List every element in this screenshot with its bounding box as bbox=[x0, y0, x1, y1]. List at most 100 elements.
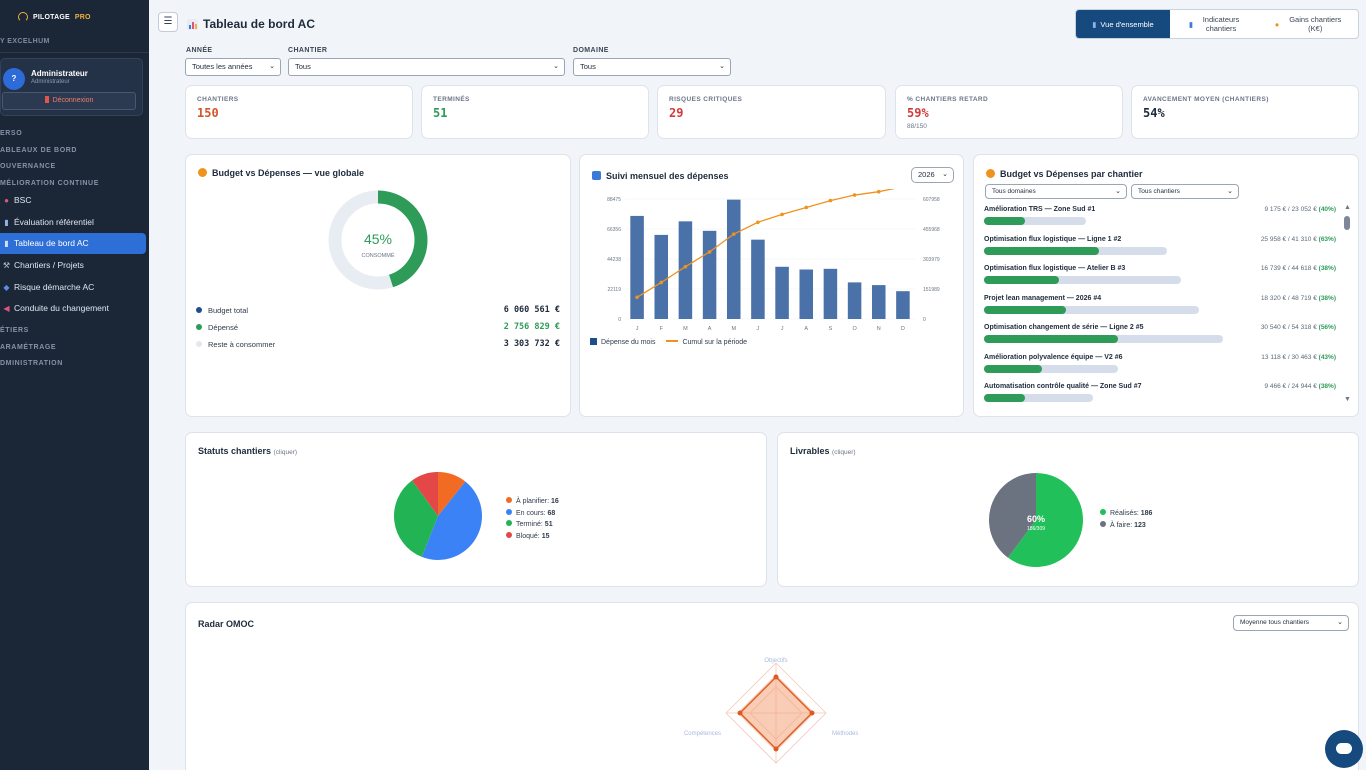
legend-item[interactable]: Réalisés: 186 bbox=[1100, 509, 1152, 517]
tab-indicateurs[interactable]: ▮ Indicateurs chantiers bbox=[1170, 10, 1264, 38]
scrollbar[interactable]: ▲ ▼ bbox=[1344, 204, 1351, 404]
legend-item[interactable]: Terminé: 51 bbox=[506, 520, 553, 528]
kpi-retard[interactable]: % CHANTIERS RETARD 59% 88/150 bbox=[895, 85, 1123, 139]
chantier-select[interactable]: Tous ⌄ bbox=[288, 58, 565, 76]
nav-section-tableaux[interactable]: ABLEAUX DE BORD bbox=[0, 147, 78, 154]
domaine-select[interactable]: Tous ⌄ bbox=[573, 58, 731, 76]
app-logo[interactable]: PILOTAGE PRO bbox=[18, 12, 91, 22]
tab-gains[interactable]: ● Gains chantiers (K€) bbox=[1264, 10, 1358, 38]
pie-slice[interactable] bbox=[989, 473, 1036, 558]
sidebar-item-evaluation[interactable]: ▮ Évaluation référentiel bbox=[0, 212, 146, 233]
legend-value: 15 bbox=[541, 532, 550, 540]
logout-button[interactable]: Déconnexion bbox=[2, 92, 136, 110]
annee-select[interactable]: Toutes les années ⌄ bbox=[185, 58, 281, 76]
tab-label: Indicateurs chantiers bbox=[1202, 15, 1240, 33]
legend-item[interactable]: Bloqué: 15 bbox=[506, 531, 550, 540]
logo-pro: PRO bbox=[74, 13, 91, 21]
sidebar-item-bsc[interactable]: ● BSC bbox=[0, 190, 146, 211]
legend-label: Terminé: bbox=[516, 521, 543, 528]
menu-toggle-button[interactable]: ☰ bbox=[158, 12, 178, 32]
y-tick-left: 66356 bbox=[607, 227, 621, 233]
chantier-filter-select[interactable]: Tous chantiers ⌄ bbox=[1131, 184, 1239, 199]
pie-slice[interactable] bbox=[438, 472, 466, 516]
chat-button[interactable] bbox=[1325, 730, 1363, 768]
chevron-down-icon: ⌄ bbox=[1115, 188, 1121, 195]
line-point[interactable] bbox=[659, 280, 664, 285]
bar-depense[interactable] bbox=[847, 282, 862, 319]
legend-label: Reste à consommer bbox=[208, 340, 276, 349]
domaine-filter-select[interactable]: Tous domaines ⌄ bbox=[985, 184, 1127, 199]
kpi-risques[interactable]: RISQUES CRITIQUES 29 bbox=[657, 85, 886, 139]
budget-total-value: 6 060 561 € bbox=[503, 305, 560, 315]
scroll-down-icon[interactable]: ▼ bbox=[1344, 396, 1351, 403]
pie-slice[interactable] bbox=[1007, 473, 1083, 567]
bar-depense[interactable] bbox=[654, 234, 669, 319]
nav-section-administration[interactable]: DMINISTRATION bbox=[0, 360, 63, 367]
card-title-text: Budget vs Dépenses par chantier bbox=[1000, 169, 1143, 179]
x-tick: J bbox=[636, 326, 639, 332]
wrench-icon: ⚒ bbox=[2, 261, 11, 270]
bar-depense[interactable] bbox=[751, 239, 765, 319]
nav-section-perso[interactable]: ERSO bbox=[0, 130, 23, 137]
chantier-name: Projet lean management — 2026 #4 bbox=[984, 294, 1102, 302]
sidebar-item-chantiers[interactable]: ⚒ Chantiers / Projets bbox=[0, 255, 146, 276]
year-select[interactable]: 2026 ⌄ bbox=[911, 167, 954, 183]
bar-depense[interactable] bbox=[823, 268, 838, 319]
radar-chantier-select[interactable]: Moyenne tous chantiers ⌄ bbox=[1233, 615, 1349, 631]
line-point[interactable] bbox=[852, 193, 857, 197]
legend-dot bbox=[506, 508, 512, 515]
line-point[interactable] bbox=[731, 232, 736, 236]
bar-depense[interactable] bbox=[896, 291, 910, 319]
legend-swatch-bar bbox=[590, 338, 597, 345]
line-point[interactable] bbox=[804, 205, 809, 210]
nav-section-amelioration[interactable]: MÉLIORATION CONTINUE bbox=[0, 180, 99, 187]
legend-value: 51 bbox=[544, 521, 553, 528]
line-point[interactable] bbox=[635, 295, 639, 300]
line-point[interactable] bbox=[756, 220, 760, 225]
sidebar-item-conduite[interactable]: ◀ Conduite du changement bbox=[0, 298, 146, 319]
chantier-name: Automatisation contrôle qualité — Zone S… bbox=[984, 383, 1142, 390]
bar-depense[interactable] bbox=[702, 230, 717, 319]
kpi-avancement[interactable]: AVANCEMENT MOYEN (CHANTIERS) 54% bbox=[1131, 85, 1359, 139]
nav-section-parametrage[interactable]: ARAMÉTRAGE bbox=[0, 344, 57, 351]
spent-fill bbox=[984, 276, 1059, 284]
line-point[interactable] bbox=[707, 250, 712, 254]
legend-item[interactable]: En cours: 68 bbox=[506, 508, 555, 517]
livrables-pie-chart[interactable]: 60% 186/309 bbox=[988, 472, 1084, 568]
chevron-down-icon: ⌄ bbox=[553, 63, 559, 70]
legend-item[interactable]: À faire: 123 bbox=[1100, 520, 1146, 529]
pie-slice[interactable] bbox=[421, 481, 482, 560]
radar-axis-label: Objectifs bbox=[764, 658, 787, 664]
kpi-chantiers[interactable]: CHANTIERS 150 bbox=[185, 85, 413, 139]
line-point[interactable] bbox=[876, 189, 881, 194]
nav-section-metiers[interactable]: ÉTIERS bbox=[0, 327, 29, 334]
budget-chantier-card: Budget vs Dépenses par chantier Tous dom… bbox=[973, 154, 1359, 417]
legend-swatch-line bbox=[666, 340, 679, 342]
bar-depense[interactable] bbox=[678, 221, 693, 319]
bar-chart-icon bbox=[187, 19, 198, 30]
tab-vue-ensemble[interactable]: ▮ Vue d'ensemble bbox=[1076, 10, 1170, 38]
legend-item[interactable]: À planifier: 16 bbox=[506, 497, 559, 505]
legend-value: 186 bbox=[1140, 510, 1153, 517]
user-name: Administrateur bbox=[31, 69, 88, 78]
kpi-termines[interactable]: TERMINÉS 51 bbox=[421, 85, 649, 139]
statuts-pie-chart[interactable] bbox=[393, 471, 483, 561]
line-point[interactable] bbox=[828, 198, 833, 203]
livrables-percent: 60% bbox=[1027, 514, 1045, 524]
pie-slice[interactable] bbox=[394, 480, 438, 557]
line-point[interactable] bbox=[780, 212, 784, 217]
nav-section-gouvernance[interactable]: OUVERNANCE bbox=[0, 163, 56, 170]
pie-slice[interactable] bbox=[412, 472, 438, 516]
chart-icon: ▮ bbox=[4, 239, 9, 248]
bar-depense[interactable] bbox=[630, 215, 644, 319]
line-point[interactable] bbox=[683, 264, 688, 269]
bar-depense[interactable] bbox=[775, 266, 789, 319]
card-title-text: Statuts chantiers bbox=[198, 446, 272, 456]
scrollbar-thumb[interactable] bbox=[1344, 216, 1350, 230]
sidebar-item-risque[interactable]: ◆ Risque démarche AC bbox=[0, 277, 146, 298]
bar-depense[interactable] bbox=[726, 199, 741, 319]
bar-depense[interactable] bbox=[871, 285, 886, 319]
sidebar-item-tableau-de-bord[interactable]: ▮ Tableau de bord AC bbox=[0, 233, 146, 254]
bar-depense[interactable] bbox=[799, 269, 814, 319]
scroll-up-icon[interactable]: ▲ bbox=[1344, 204, 1351, 211]
